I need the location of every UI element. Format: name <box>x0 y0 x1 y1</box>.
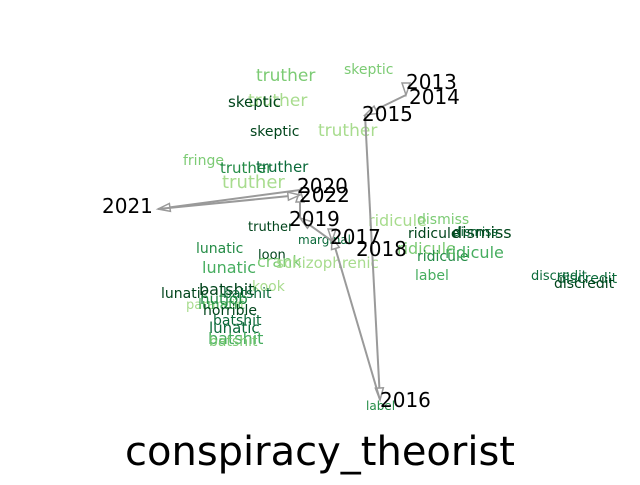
neighbor-word: lunatic <box>196 241 243 257</box>
neighbor-word: batshit <box>209 334 258 350</box>
neighbor-word: truther <box>248 220 294 235</box>
trajectory-segment <box>375 94 407 111</box>
neighbor-word: truther <box>220 159 273 177</box>
neighbor-word: discredit <box>531 269 587 284</box>
year-label: 2021 <box>102 194 153 218</box>
trajectory-arrowhead <box>286 191 303 202</box>
year-label: 2013 <box>406 70 457 94</box>
neighbor-word: ridicule <box>417 249 469 265</box>
trajectory-segment <box>157 195 289 210</box>
year-label: 2018 <box>356 237 407 261</box>
neighbor-word: kook <box>252 279 286 295</box>
neighbor-word: paranoid <box>186 298 244 313</box>
neighbor-word: horrible <box>203 303 257 319</box>
trajectory-segment <box>309 224 333 242</box>
trajectory-arrowhead <box>298 216 314 230</box>
figure-title: conspiracy_theorist <box>125 429 515 475</box>
year-label: 2016 <box>380 388 431 412</box>
neighbor-word: ridicule <box>368 211 427 230</box>
neighbor-word: lunatic <box>202 258 256 277</box>
neighbor-word: batshit <box>208 329 263 348</box>
year-label: 2020 <box>297 174 348 198</box>
neighbor-word: ridicule <box>397 239 456 258</box>
neighbor-word: truther <box>256 66 315 86</box>
neighbor-word: dismiss <box>453 225 498 239</box>
neighbor-word: skeptic <box>344 62 393 78</box>
trajectory-arrowhead <box>326 228 338 244</box>
neighbor-word: lunatic <box>161 286 208 302</box>
year-label: 2017 <box>330 225 381 249</box>
year-label: 2019 <box>289 207 340 231</box>
neighbor-word: lunatic <box>209 319 260 337</box>
trajectory-segment <box>169 189 301 209</box>
trajectory-arrowhead <box>400 82 412 98</box>
neighbor-word: dismiss <box>417 212 469 228</box>
year-label: 2015 <box>362 102 413 126</box>
trajectory-segment <box>364 114 381 389</box>
trajectory-arrowhead <box>330 234 341 251</box>
neighbor-word: discredit <box>554 276 615 292</box>
neighbor-word: skeptic <box>228 93 281 111</box>
neighbor-word: batshit <box>213 313 262 329</box>
neighbor-word: batshit <box>199 280 254 299</box>
neighbor-word: batshit <box>223 286 272 302</box>
neighbor-word: dismiss <box>452 223 512 242</box>
neighbor-word: loon <box>258 248 286 263</box>
neighbor-word: discredit <box>557 271 618 287</box>
trajectory-arrowhead <box>362 104 379 117</box>
neighbor-word: ridicule <box>408 226 460 242</box>
neighbor-word: fringe <box>183 153 224 169</box>
neighbor-word: truther <box>318 121 377 141</box>
neighbor-word: schizophrenic <box>276 254 379 272</box>
neighbor-word: marginal <box>298 233 351 247</box>
neighbor-word: ridicule <box>445 243 504 262</box>
year-label: 2022 <box>299 183 350 207</box>
neighbor-word: skeptic <box>250 124 299 140</box>
neighbor-word: nutjob <box>200 290 248 308</box>
neighbor-word: label <box>415 268 449 284</box>
neighbor-word: crank <box>257 252 302 271</box>
neighbor-word: truther <box>222 172 285 193</box>
neighbor-word: truther <box>248 91 307 111</box>
trajectory-segment <box>334 248 381 401</box>
neighbor-word: label <box>366 399 395 413</box>
neighbor-word: lunatic <box>198 297 245 313</box>
year-label: 2014 <box>409 85 460 109</box>
trajectory-arrows-layer <box>155 82 412 403</box>
neighbor-words-layer: truther skeptictrutherskeptictrutherskept… <box>161 62 618 413</box>
neighbor-word: truther <box>256 158 309 176</box>
